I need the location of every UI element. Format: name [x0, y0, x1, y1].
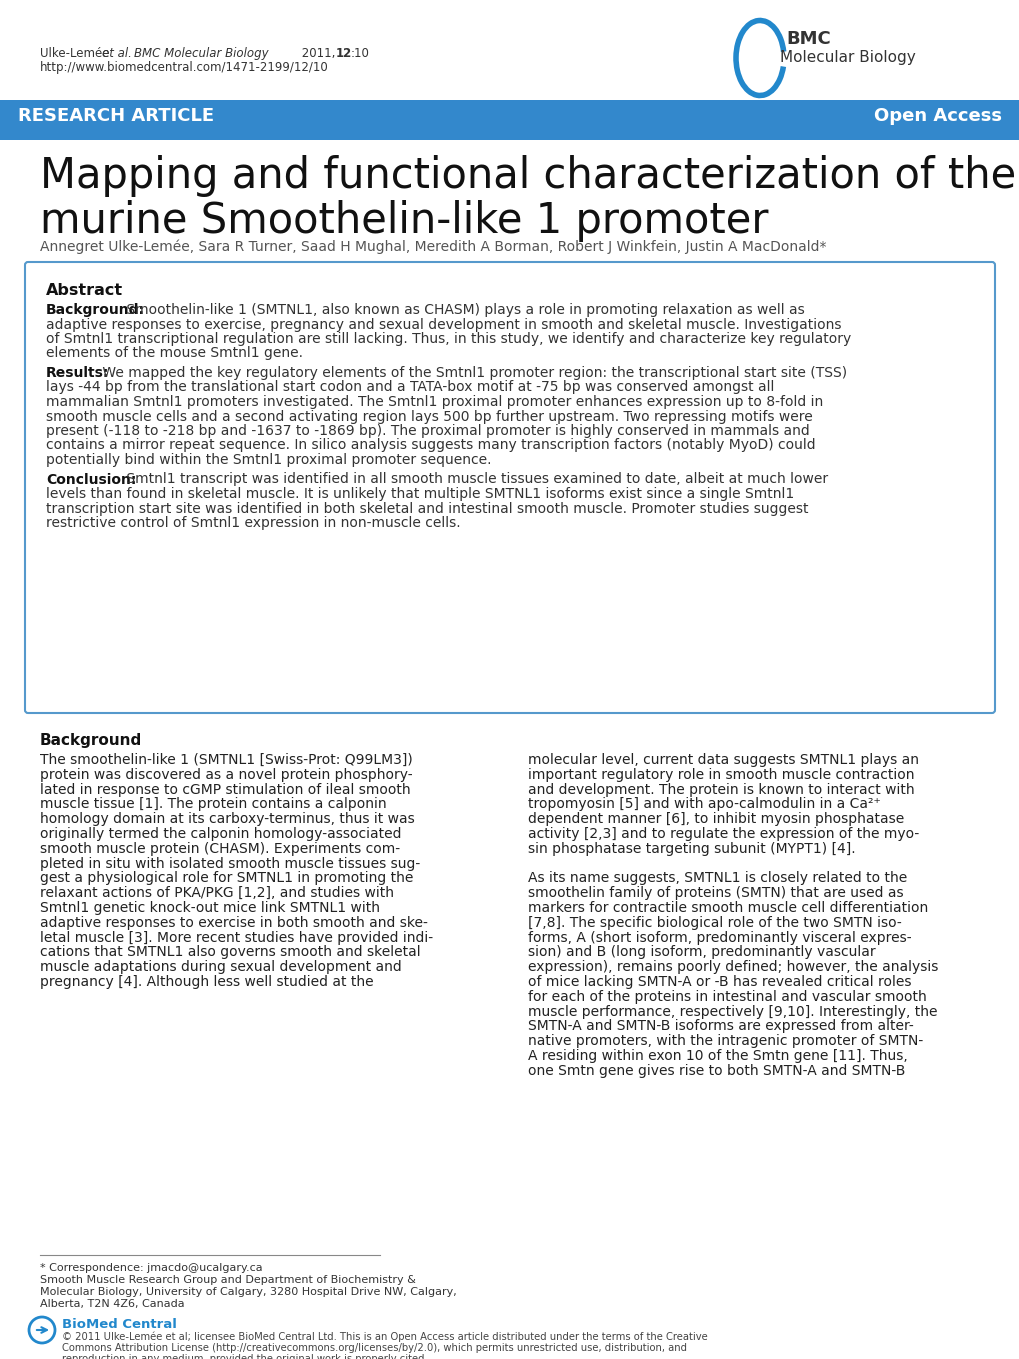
Text: Mapping and functional characterization of the: Mapping and functional characterization … [40, 155, 1015, 197]
Text: Molecular Biology, University of Calgary, 3280 Hospital Drive NW, Calgary,: Molecular Biology, University of Calgary… [40, 1287, 457, 1296]
Text: Conclusion:: Conclusion: [46, 473, 137, 487]
Text: pleted in situ with isolated smooth muscle tissues sug-: pleted in situ with isolated smooth musc… [40, 856, 420, 871]
Text: smoothelin family of proteins (SMTN) that are used as: smoothelin family of proteins (SMTN) tha… [528, 886, 903, 900]
Text: BioMed Central: BioMed Central [62, 1318, 176, 1330]
Text: Open Access: Open Access [873, 107, 1001, 125]
Text: dependent manner [6], to inhibit myosin phosphatase: dependent manner [6], to inhibit myosin … [528, 813, 904, 826]
Text: sin phosphatase targeting subunit (MYPT1) [4].: sin phosphatase targeting subunit (MYPT1… [528, 841, 855, 856]
Text: * Correspondence: jmacdo@ucalgary.ca: * Correspondence: jmacdo@ucalgary.ca [40, 1263, 262, 1273]
Text: 12: 12 [335, 48, 352, 60]
Text: Background: Background [40, 733, 142, 747]
Text: tropomyosin [5] and with apo-calmodulin in a Ca²⁺: tropomyosin [5] and with apo-calmodulin … [528, 798, 879, 811]
Text: Annegret Ulke-Lemée, Sara R Turner, Saad H Mughal, Meredith A Borman, Robert J W: Annegret Ulke-Lemée, Sara R Turner, Saad… [40, 241, 825, 254]
Text: expression), remains poorly defined; however, the analysis: expression), remains poorly defined; how… [528, 961, 937, 974]
Text: As its name suggests, SMTNL1 is closely related to the: As its name suggests, SMTNL1 is closely … [528, 871, 906, 886]
Text: native promoters, with the intragenic promoter of SMTN-: native promoters, with the intragenic pr… [528, 1034, 922, 1048]
Text: letal muscle [3]. More recent studies have provided indi-: letal muscle [3]. More recent studies ha… [40, 931, 433, 945]
Text: Smtnl1 transcript was identified in all smooth muscle tissues examined to date, : Smtnl1 transcript was identified in all … [122, 473, 827, 487]
Text: :10: :10 [351, 48, 370, 60]
Text: markers for contractile smooth muscle cell differentiation: markers for contractile smooth muscle ce… [528, 901, 927, 915]
Text: smooth muscle protein (CHASM). Experiments com-: smooth muscle protein (CHASM). Experimen… [40, 841, 399, 856]
Text: Molecular Biology: Molecular Biology [780, 50, 915, 65]
Text: muscle tissue [1]. The protein contains a calponin: muscle tissue [1]. The protein contains … [40, 798, 386, 811]
Text: present (-118 to -218 bp and -1637 to -1869 bp). The proximal promoter is highly: present (-118 to -218 bp and -1637 to -1… [46, 424, 809, 438]
Text: mammalian Smtnl1 promoters investigated. The Smtnl1 proximal promoter enhances e: mammalian Smtnl1 promoters investigated.… [46, 395, 822, 409]
Text: RESEARCH ARTICLE: RESEARCH ARTICLE [18, 107, 214, 125]
Text: muscle performance, respectively [9,10]. Interestingly, the: muscle performance, respectively [9,10].… [528, 1004, 936, 1019]
Text: lated in response to cGMP stimulation of ileal smooth: lated in response to cGMP stimulation of… [40, 783, 411, 796]
Text: © 2011 Ulke-Lemée et al; licensee BioMed Central Ltd. This is an Open Access art: © 2011 Ulke-Lemée et al; licensee BioMed… [62, 1332, 707, 1343]
FancyBboxPatch shape [25, 262, 994, 713]
Text: SMTN-A and SMTN-B isoforms are expressed from alter-: SMTN-A and SMTN-B isoforms are expressed… [528, 1019, 913, 1033]
Text: molecular level, current data suggests SMTNL1 plays an: molecular level, current data suggests S… [528, 753, 918, 766]
Text: protein was discovered as a novel protein phosphory-: protein was discovered as a novel protei… [40, 768, 413, 781]
Text: The smoothelin-like 1 (SMTNL1 [Swiss-Prot: Q99LM3]): The smoothelin-like 1 (SMTNL1 [Swiss-Pro… [40, 753, 413, 766]
Text: 2011,: 2011, [298, 48, 338, 60]
Text: of Smtnl1 transcriptional regulation are still lacking. Thus, in this study, we : of Smtnl1 transcriptional regulation are… [46, 332, 851, 347]
Text: Results:: Results: [46, 366, 109, 381]
Text: lays -44 bp from the translational start codon and a TATA-box motif at -75 bp wa: lays -44 bp from the translational start… [46, 381, 773, 394]
Text: important regulatory role in smooth muscle contraction: important regulatory role in smooth musc… [528, 768, 914, 781]
Text: Ulke-Lemée: Ulke-Lemée [40, 48, 113, 60]
Text: et al.: et al. [102, 48, 131, 60]
Text: adaptive responses to exercise, pregnancy and sexual development in smooth and s: adaptive responses to exercise, pregnanc… [46, 318, 841, 332]
Text: and development. The protein is known to interact with: and development. The protein is known to… [528, 783, 914, 796]
Text: http://www.biomedcentral.com/1471-2199/12/10: http://www.biomedcentral.com/1471-2199/1… [40, 61, 328, 73]
Text: gest a physiological role for SMTNL1 in promoting the: gest a physiological role for SMTNL1 in … [40, 871, 413, 886]
Text: adaptive responses to exercise in both smooth and ske-: adaptive responses to exercise in both s… [40, 916, 427, 930]
Text: [7,8]. The specific biological role of the two SMTN iso-: [7,8]. The specific biological role of t… [528, 916, 901, 930]
Text: originally termed the calponin homology-associated: originally termed the calponin homology-… [40, 828, 401, 841]
Text: BMC: BMC [786, 30, 829, 48]
Circle shape [29, 1317, 55, 1343]
Text: forms, A (short isoform, predominantly visceral expres-: forms, A (short isoform, predominantly v… [528, 931, 911, 945]
Text: contains a mirror repeat sequence. In silico analysis suggests many transcriptio: contains a mirror repeat sequence. In si… [46, 439, 815, 453]
Text: transcription start site was identified in both skeletal and intestinal smooth m: transcription start site was identified … [46, 501, 808, 515]
Text: elements of the mouse Smtnl1 gene.: elements of the mouse Smtnl1 gene. [46, 347, 303, 360]
Text: levels than found in skeletal muscle. It is unlikely that multiple SMTNL1 isofor: levels than found in skeletal muscle. It… [46, 487, 794, 501]
Text: restrictive control of Smtnl1 expression in non-muscle cells.: restrictive control of Smtnl1 expression… [46, 516, 461, 530]
Text: Abstract: Abstract [46, 283, 123, 298]
Text: homology domain at its carboxy-terminus, thus it was: homology domain at its carboxy-terminus,… [40, 813, 415, 826]
Text: reproduction in any medium, provided the original work is properly cited.: reproduction in any medium, provided the… [62, 1354, 427, 1359]
Text: BMC Molecular Biology: BMC Molecular Biology [133, 48, 268, 60]
Text: Background:: Background: [46, 303, 145, 317]
Text: We mapped the key regulatory elements of the Smtnl1 promoter region: the transcr: We mapped the key regulatory elements of… [98, 366, 847, 381]
Text: Smoothelin-like 1 (SMTNL1, also known as CHASM) plays a role in promoting relaxa: Smoothelin-like 1 (SMTNL1, also known as… [122, 303, 804, 317]
Text: for each of the proteins in intestinal and vascular smooth: for each of the proteins in intestinal a… [528, 989, 926, 1004]
Text: potentially bind within the Smtnl1 proximal promoter sequence.: potentially bind within the Smtnl1 proxi… [46, 453, 491, 467]
Text: murine Smoothelin-like 1 promoter: murine Smoothelin-like 1 promoter [40, 200, 767, 242]
Text: A residing within exon 10 of the Smtn gene [11]. Thus,: A residing within exon 10 of the Smtn ge… [528, 1049, 907, 1063]
Text: muscle adaptations during sexual development and: muscle adaptations during sexual develop… [40, 961, 401, 974]
Text: pregnancy [4]. Although less well studied at the: pregnancy [4]. Although less well studie… [40, 974, 373, 989]
Text: cations that SMTNL1 also governs smooth and skeletal: cations that SMTNL1 also governs smooth … [40, 946, 420, 959]
Text: one Smtn gene gives rise to both SMTN-A and SMTN-B: one Smtn gene gives rise to both SMTN-A … [528, 1064, 905, 1078]
Text: activity [2,3] and to regulate the expression of the myo-: activity [2,3] and to regulate the expre… [528, 828, 918, 841]
Text: Smooth Muscle Research Group and Department of Biochemistry &: Smooth Muscle Research Group and Departm… [40, 1275, 416, 1286]
Text: Alberta, T2N 4Z6, Canada: Alberta, T2N 4Z6, Canada [40, 1299, 184, 1309]
Text: relaxant actions of PKA/PKG [1,2], and studies with: relaxant actions of PKA/PKG [1,2], and s… [40, 886, 393, 900]
Text: smooth muscle cells and a second activating region lays 500 bp further upstream.: smooth muscle cells and a second activat… [46, 409, 812, 424]
Text: Commons Attribution License (http://creativecommons.org/licenses/by/2.0), which : Commons Attribution License (http://crea… [62, 1343, 687, 1354]
Text: of mice lacking SMTN-A or -B has revealed critical roles: of mice lacking SMTN-A or -B has reveale… [528, 974, 911, 989]
FancyBboxPatch shape [0, 101, 1019, 140]
Text: Smtnl1 genetic knock-out mice link SMTNL1 with: Smtnl1 genetic knock-out mice link SMTNL… [40, 901, 380, 915]
Text: sion) and B (long isoform, predominantly vascular: sion) and B (long isoform, predominantly… [528, 946, 874, 959]
